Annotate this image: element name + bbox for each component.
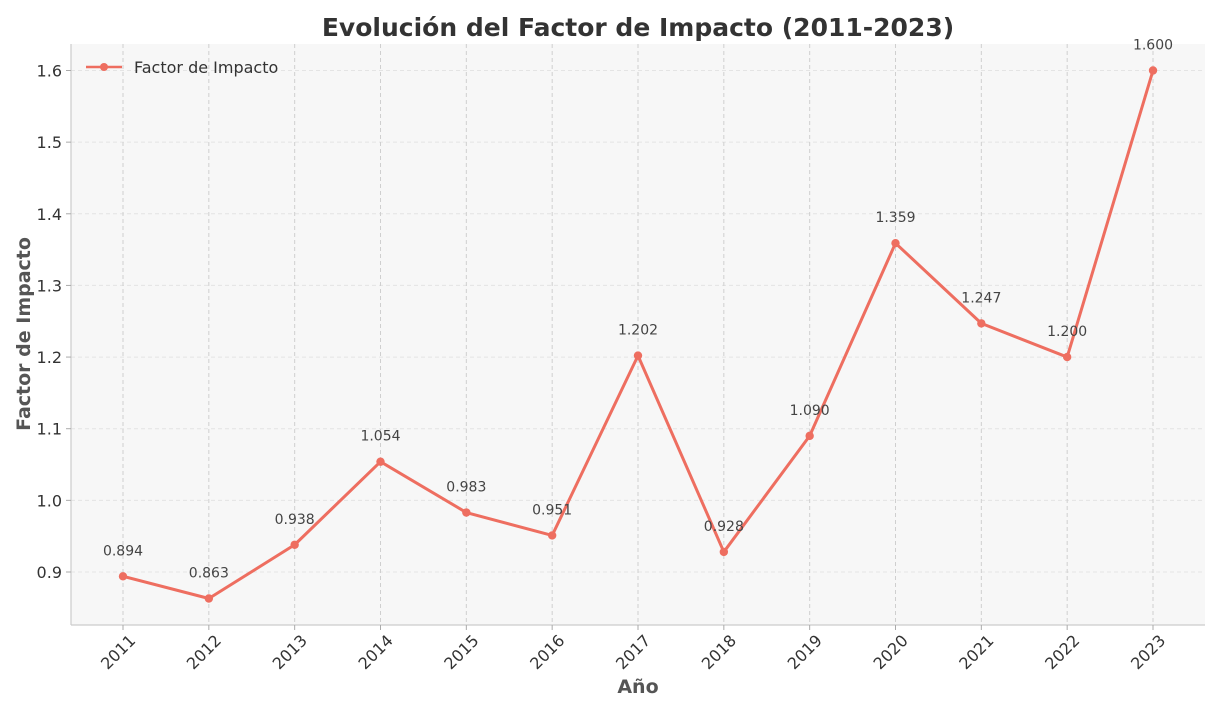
data-label: 0.938 (275, 512, 315, 528)
y-tick-label: 1.3 (37, 276, 62, 295)
y-tick-label: 0.9 (37, 563, 62, 582)
data-label: 0.863 (189, 565, 229, 581)
legend: Factor de Impacto (86, 58, 278, 77)
y-tick-label: 1.2 (37, 348, 62, 367)
y-ticks: 0.9 1.0 1.1 1.2 1.3 1.4 1.5 1.6 (37, 62, 71, 582)
data-point (204, 594, 214, 603)
data-label: 0.951 (532, 502, 572, 518)
data-point (462, 508, 471, 517)
data-label: 1.359 (875, 210, 915, 226)
data-label: 1.202 (618, 323, 658, 339)
chart-title: Evolución del Factor de Impacto (2011-20… (322, 13, 954, 42)
data-labels: 0.894 0.863 0.938 1.054 0.983 0.951 1.202 0.928… (103, 38, 1173, 582)
y-tick-label: 1.5 (37, 133, 62, 152)
data-point (1148, 66, 1158, 75)
y-tick-label: 1.4 (37, 205, 62, 224)
grid (71, 44, 1205, 625)
series (118, 66, 1158, 603)
data-point (891, 238, 900, 248)
data-point (977, 319, 986, 328)
data-label: 1.200 (1047, 324, 1087, 340)
data-label: 0.983 (446, 480, 486, 496)
y-tick-label: 1.6 (37, 62, 62, 81)
y-axis-label: Factor de Impacto (13, 237, 35, 431)
y-tick-label: 1.1 (37, 420, 62, 439)
data-label: 1.054 (360, 429, 400, 445)
legend-marker-icon (100, 63, 108, 71)
data-label: 1.247 (961, 290, 1001, 306)
y-tick-label: 1.0 (37, 491, 62, 510)
data-point (290, 540, 299, 549)
data-label: 0.894 (103, 543, 143, 559)
data-point (805, 431, 814, 441)
data-label: 0.928 (704, 519, 744, 535)
legend-label: Factor de Impacto (134, 58, 278, 77)
data-point (633, 351, 643, 360)
data-point (719, 547, 729, 557)
data-point (376, 457, 385, 466)
data-point (547, 531, 557, 540)
data-point (1062, 352, 1072, 362)
x-axis-label: Año (617, 676, 658, 698)
data-point (118, 572, 128, 581)
data-label: 1.600 (1133, 38, 1173, 54)
data-label: 1.090 (790, 403, 830, 419)
